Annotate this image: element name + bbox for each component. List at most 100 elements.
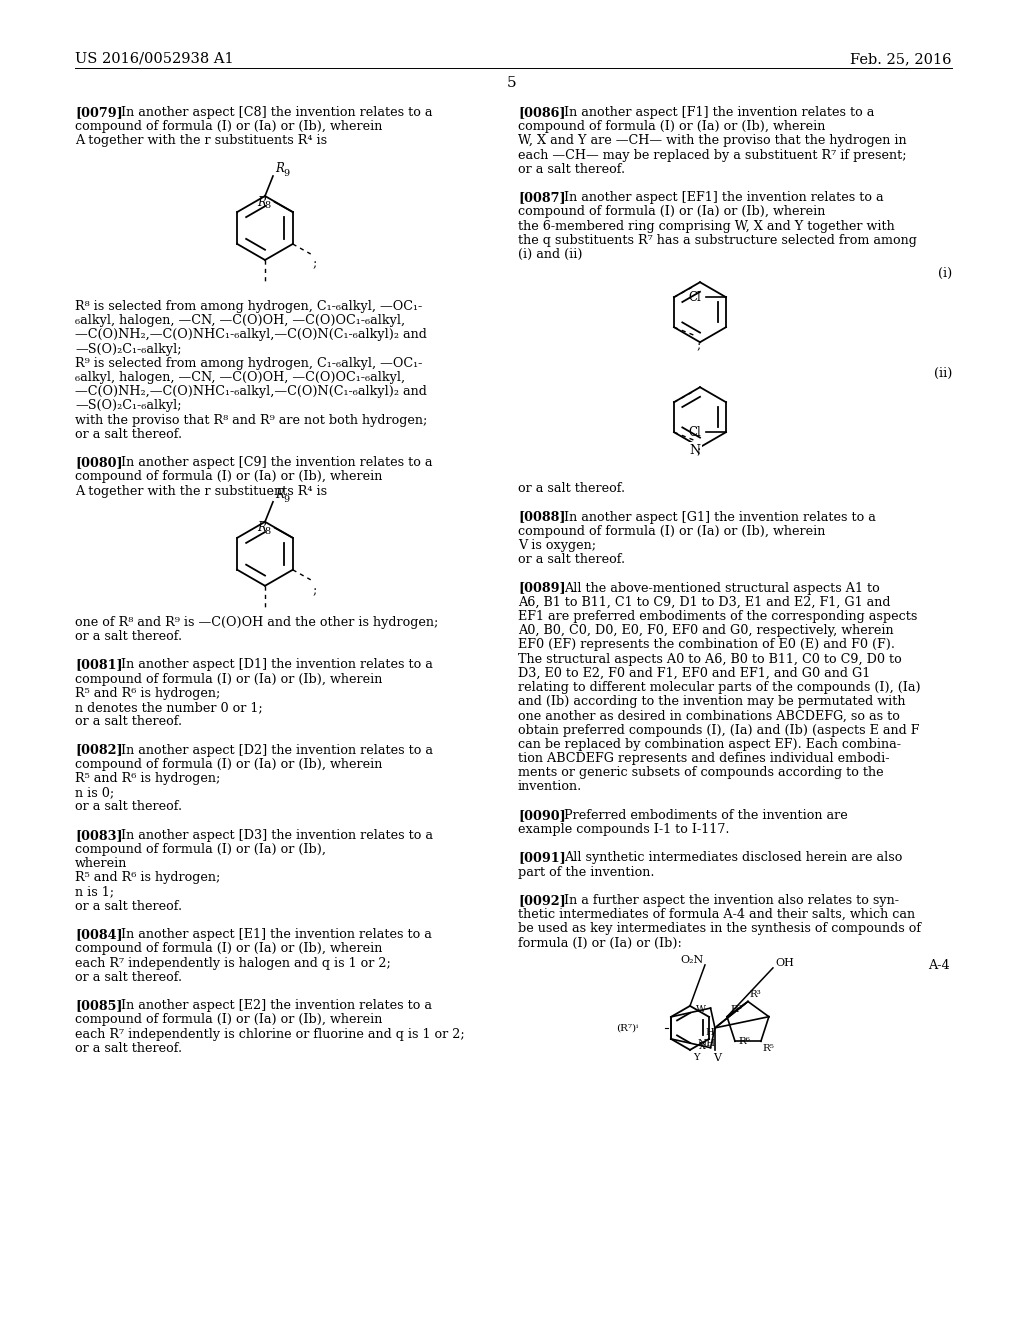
Text: [0080]: [0080] <box>75 457 123 469</box>
Text: Y: Y <box>693 1053 699 1061</box>
Text: [0085]: [0085] <box>75 999 123 1012</box>
Text: part of the invention.: part of the invention. <box>518 866 654 879</box>
Text: In another aspect [E1] the invention relates to a: In another aspect [E1] the invention rel… <box>121 928 432 941</box>
Text: 9: 9 <box>283 495 289 504</box>
Text: obtain preferred compounds (I), (Ia) and (Ib) (aspects E and F: obtain preferred compounds (I), (Ia) and… <box>518 723 920 737</box>
Text: ₆alkyl, halogen, —CN, —C(O)OH, —C(O)OC₁-₆alkyl,: ₆alkyl, halogen, —CN, —C(O)OH, —C(O)OC₁-… <box>75 371 406 384</box>
Text: Feb. 25, 2016: Feb. 25, 2016 <box>851 51 952 66</box>
Text: R: R <box>275 162 284 176</box>
Text: In another aspect [EF1] the invention relates to a: In another aspect [EF1] the invention re… <box>564 191 884 205</box>
Text: or a salt thereof.: or a salt thereof. <box>75 970 182 983</box>
Text: [0081]: [0081] <box>75 659 123 672</box>
Text: 8: 8 <box>265 202 270 210</box>
Text: W, X and Y are —CH— with the proviso that the hydrogen in: W, X and Y are —CH— with the proviso tha… <box>518 135 906 148</box>
Text: R⁵ and R⁶ is hydrogen;: R⁵ and R⁶ is hydrogen; <box>75 772 220 785</box>
Text: R³: R³ <box>750 990 762 998</box>
Text: The structural aspects A0 to A6, B0 to B11, C0 to C9, D0 to: The structural aspects A0 to A6, B0 to B… <box>518 652 902 665</box>
Text: In another aspect [D3] the invention relates to a: In another aspect [D3] the invention rel… <box>121 829 433 842</box>
Text: O₂N: O₂N <box>680 954 703 965</box>
Text: compound of formula (I) or (Ia) or (Ib), wherein: compound of formula (I) or (Ia) or (Ib),… <box>75 470 382 483</box>
Text: In another aspect [F1] the invention relates to a: In another aspect [F1] the invention rel… <box>564 106 874 119</box>
Text: —C(O)NH₂,—C(O)NHC₁-₆alkyl,—C(O)N(C₁-₆alkyl)₂ and: —C(O)NH₂,—C(O)NHC₁-₆alkyl,—C(O)N(C₁-₆alk… <box>75 329 427 342</box>
Text: each R⁷ independently is chlorine or fluorine and q is 1 or 2;: each R⁷ independently is chlorine or flu… <box>75 1027 465 1040</box>
Text: [0088]: [0088] <box>518 511 565 524</box>
Text: ₆alkyl, halogen, —CN, —C(O)OH, —C(O)OC₁-₆alkyl,: ₆alkyl, halogen, —CN, —C(O)OH, —C(O)OC₁-… <box>75 314 406 327</box>
Text: In another aspect [D2] the invention relates to a: In another aspect [D2] the invention rel… <box>121 743 433 756</box>
Text: In another aspect [G1] the invention relates to a: In another aspect [G1] the invention rel… <box>564 511 876 524</box>
Text: NH: NH <box>697 1039 716 1048</box>
Text: or a salt thereof.: or a salt thereof. <box>518 553 625 566</box>
Text: 9: 9 <box>283 169 289 178</box>
Text: In another aspect [D1] the invention relates to a: In another aspect [D1] the invention rel… <box>121 659 433 672</box>
Text: one another as desired in combinations ABCDEFG, so as to: one another as desired in combinations A… <box>518 709 900 722</box>
Text: and (Ib) according to the invention may be permutated with: and (Ib) according to the invention may … <box>518 696 905 709</box>
Text: EF1 are preferred embodiments of the corresponding aspects: EF1 are preferred embodiments of the cor… <box>518 610 918 623</box>
Text: can be replaced by combination aspect EF). Each combina-: can be replaced by combination aspect EF… <box>518 738 901 751</box>
Text: A together with the r substituents R⁴ is: A together with the r substituents R⁴ is <box>75 484 327 498</box>
Text: compound of formula (I) or (Ia) or (Ib), wherein: compound of formula (I) or (Ia) or (Ib),… <box>75 942 382 956</box>
Text: R: R <box>275 488 284 500</box>
Text: US 2016/0052938 A1: US 2016/0052938 A1 <box>75 51 233 66</box>
Text: with the proviso that R⁸ and R⁹ are not both hydrogen;: with the proviso that R⁸ and R⁹ are not … <box>75 413 427 426</box>
Text: D3, E0 to E2, F0 and F1, EF0 and EF1, and G0 and G1: D3, E0 to E2, F0 and F1, EF0 and EF1, an… <box>518 667 870 680</box>
Text: R⁵ and R⁶ is hydrogen;: R⁵ and R⁶ is hydrogen; <box>75 686 220 700</box>
Text: R⁸ is selected from among hydrogen, C₁-₆alkyl, —OC₁-: R⁸ is selected from among hydrogen, C₁-₆… <box>75 300 422 313</box>
Text: —S(O)₂C₁-₆alkyl;: —S(O)₂C₁-₆alkyl; <box>75 343 181 355</box>
Text: or a salt thereof.: or a salt thereof. <box>75 715 182 729</box>
Text: compound of formula (I) or (Ia) or (Ib), wherein: compound of formula (I) or (Ia) or (Ib),… <box>518 120 825 133</box>
Text: Preferred embodiments of the invention are: Preferred embodiments of the invention a… <box>564 809 848 822</box>
Text: X: X <box>699 1041 707 1051</box>
Text: compound of formula (I) or (Ia) or (Ib), wherein: compound of formula (I) or (Ia) or (Ib),… <box>75 1014 382 1027</box>
Text: (R⁷)ⁱ: (R⁷)ⁱ <box>615 1023 638 1032</box>
Text: In another aspect [C8] the invention relates to a: In another aspect [C8] the invention rel… <box>121 106 432 119</box>
Text: —C(O)NH₂,—C(O)NHC₁-₆alkyl,—C(O)N(C₁-₆alkyl)₂ and: —C(O)NH₂,—C(O)NHC₁-₆alkyl,—C(O)N(C₁-₆alk… <box>75 385 427 399</box>
Text: In another aspect [E2] the invention relates to a: In another aspect [E2] the invention rel… <box>121 999 432 1012</box>
Text: (i): (i) <box>938 267 952 280</box>
Text: A together with the r substituents R⁴ is: A together with the r substituents R⁴ is <box>75 135 327 148</box>
Text: compound of formula (I) or (Ia) or (Ib), wherein: compound of formula (I) or (Ia) or (Ib),… <box>75 758 382 771</box>
Text: compound of formula (I) or (Ia) or (Ib), wherein: compound of formula (I) or (Ia) or (Ib),… <box>518 206 825 218</box>
Text: R: R <box>257 521 265 535</box>
Text: or a salt thereof.: or a salt thereof. <box>75 900 182 913</box>
Text: compound of formula (I) or (Ia) or (Ib),: compound of formula (I) or (Ia) or (Ib), <box>75 843 326 855</box>
Text: or a salt thereof.: or a salt thereof. <box>518 162 625 176</box>
Text: R⁵: R⁵ <box>763 1044 775 1053</box>
Text: N: N <box>689 444 700 457</box>
Text: R⁶: R⁶ <box>738 1036 750 1045</box>
Text: (i) and (ii): (i) and (ii) <box>518 248 583 261</box>
Text: one of R⁸ and R⁹ is —C(O)OH and the other is hydrogen;: one of R⁸ and R⁹ is —C(O)OH and the othe… <box>75 616 438 628</box>
Text: [0089]: [0089] <box>518 582 565 594</box>
Text: ;: ; <box>696 339 700 352</box>
Text: relating to different molecular parts of the compounds (I), (Ia): relating to different molecular parts of… <box>518 681 921 694</box>
Text: n denotes the number 0 or 1;: n denotes the number 0 or 1; <box>75 701 262 714</box>
Text: V: V <box>713 1053 721 1063</box>
Text: tion ABCDEFG represents and defines individual embodi-: tion ABCDEFG represents and defines indi… <box>518 752 890 766</box>
Text: —S(O)₂C₁-₆alkyl;: —S(O)₂C₁-₆alkyl; <box>75 400 181 412</box>
Text: H: H <box>705 1028 714 1038</box>
Text: (ii): (ii) <box>934 367 952 380</box>
Text: each —CH— may be replaced by a substituent R⁷ if present;: each —CH— may be replaced by a substitue… <box>518 149 906 161</box>
Text: 5: 5 <box>507 77 517 90</box>
Text: ;: ; <box>312 583 317 597</box>
Text: A6, B1 to B11, C1 to C9, D1 to D3, E1 and E2, F1, G1 and: A6, B1 to B11, C1 to C9, D1 to D3, E1 an… <box>518 595 891 609</box>
Text: [0086]: [0086] <box>518 106 565 119</box>
Text: invention.: invention. <box>518 780 583 793</box>
Text: [0084]: [0084] <box>75 928 123 941</box>
Text: A-4: A-4 <box>929 958 950 972</box>
Text: thetic intermediates of formula A-4 and their salts, which can: thetic intermediates of formula A-4 and … <box>518 908 915 921</box>
Text: the 6-membered ring comprising W, X and Y together with: the 6-membered ring comprising W, X and … <box>518 219 895 232</box>
Text: In a further aspect the invention also relates to syn-: In a further aspect the invention also r… <box>564 894 899 907</box>
Text: R⁹ is selected from among hydrogen, C₁-₆alkyl, —OC₁-: R⁹ is selected from among hydrogen, C₁-₆… <box>75 356 422 370</box>
Text: formula (I) or (Ia) or (Ib):: formula (I) or (Ia) or (Ib): <box>518 937 682 949</box>
Text: wherein: wherein <box>75 857 127 870</box>
Text: compound of formula (I) or (Ia) or (Ib), wherein: compound of formula (I) or (Ia) or (Ib),… <box>75 673 382 685</box>
Text: OH: OH <box>775 958 794 968</box>
Text: 8: 8 <box>265 527 270 536</box>
Text: [0087]: [0087] <box>518 191 565 205</box>
Text: R²: R² <box>730 1005 742 1014</box>
Text: ;: ; <box>696 445 700 457</box>
Text: the q substituents R⁷ has a substructure selected from among: the q substituents R⁷ has a substructure… <box>518 234 916 247</box>
Text: R⁵ and R⁶ is hydrogen;: R⁵ and R⁶ is hydrogen; <box>75 871 220 884</box>
Text: compound of formula (I) or (Ia) or (Ib), wherein: compound of formula (I) or (Ia) or (Ib),… <box>518 525 825 537</box>
Text: V is oxygen;: V is oxygen; <box>518 539 596 552</box>
